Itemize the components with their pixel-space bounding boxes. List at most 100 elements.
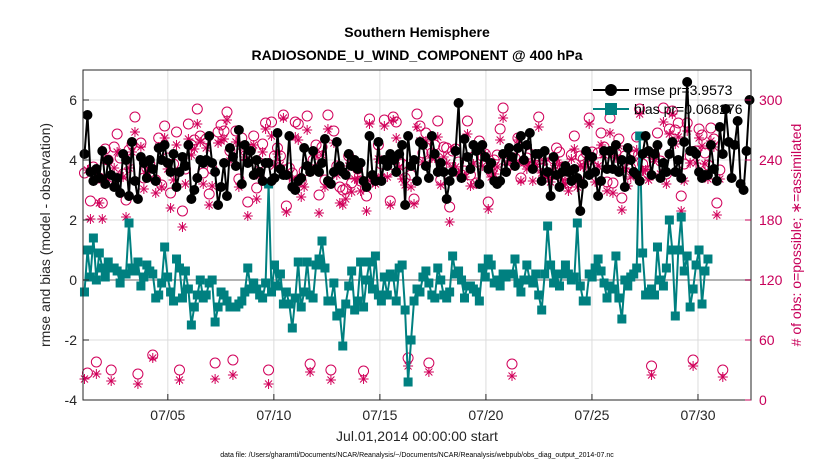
asterisk-stroke [297,193,306,201]
rmse-marker [575,206,586,216]
bias-marker [513,278,523,288]
bias-marker [275,269,285,279]
bias-marker [115,278,125,288]
rmse-marker [664,149,675,159]
chart-title-line1: Southern Hemisphere [344,24,490,40]
bias-marker [391,296,401,306]
bias-marker [474,296,484,306]
bias-marker [543,221,553,231]
bias-marker [531,269,541,279]
rmse-marker [394,149,405,159]
rmse-marker [652,140,663,150]
asterisk-stroke [211,375,219,383]
asterisk-stroke [160,134,169,142]
possible-obs-marker [242,196,254,208]
rmse-marker [257,176,268,186]
asterisk-stroke [365,120,374,128]
bias-marker [534,290,544,300]
rmse-marker [112,173,123,183]
bias-marker [344,281,354,291]
assimilated-obs-marker [305,367,316,377]
bias-marker [356,257,366,267]
possible-obs-marker [292,118,304,130]
asterisk-stroke [261,125,270,133]
possible-obs-marker [90,356,102,368]
bias-marker [611,251,621,261]
rmse-marker [512,143,523,153]
asterisk-stroke [243,212,252,220]
rmse-marker [509,161,520,171]
asterisk-stroke [175,376,184,384]
bias-marker [130,266,140,276]
bias-marker [655,275,665,285]
rmse-marker [290,185,301,195]
asterisk-stroke [534,123,543,131]
assimilated-obs-marker [346,187,357,197]
bias-marker [593,254,603,264]
x-axis-ticks: 07/05 07/10 07/15 07/20 07/25 07/30 [150,394,716,423]
assimilated-obs-marker [106,376,117,386]
possible-obs-marker [81,367,93,379]
rmse-marker [714,122,725,132]
assimilated-obs-marker [391,133,402,143]
bias-marker [433,263,443,273]
rmse-marker [453,98,464,108]
asterisk-stroke [95,199,104,207]
assimilated-obs-marker [195,137,206,147]
rmse-marker [691,149,702,159]
bias-marker [172,254,182,264]
rmse-marker [593,191,604,201]
rmse-marker [400,200,411,210]
assimilated-obs-marker [379,121,390,131]
asterisk-stroke [567,155,576,163]
asterisk-stroke [151,189,160,197]
assimilated-obs-marker [147,353,158,363]
asterisk-stroke [603,187,611,195]
assimilated-obs-marker [94,198,105,208]
bias-marker [269,260,279,270]
assimilated-obs-marker [91,369,102,379]
assimilated-obs-marker [664,129,675,139]
bias-marker [510,254,520,264]
rmse-marker [658,158,669,168]
asterisk-stroke [617,206,626,214]
bias-marker [703,254,713,264]
asterisk-stroke [517,177,525,185]
bias-marker [195,275,205,285]
bias-marker [373,290,383,300]
rmse-marker [233,125,244,135]
rmse-marker [524,128,535,138]
assimilated-obs-marker [216,136,227,146]
bias-marker [483,254,493,264]
assimilated-obs-marker [483,204,494,214]
bias-marker [620,275,630,285]
rmse-marker [477,140,488,150]
bias-marker [460,293,470,303]
asterisk-stroke [98,215,107,223]
bias-marker [364,257,374,267]
possible-obs-marker [227,354,239,366]
rmse-marker [554,182,565,192]
assimilated-obs-marker [180,179,191,189]
asterisk-stroke [641,166,650,174]
assimilated-obs-marker [340,194,351,204]
assimilated-obs-marker [658,117,669,127]
bias-marker [667,245,677,255]
rmse-marker [429,149,440,159]
rmse-marker [355,158,366,168]
assimilated-obs-marker [412,122,422,132]
asterisk-stroke [718,373,727,381]
bias-marker [142,260,152,270]
bias-marker [249,278,259,288]
possible-obs-marker [568,130,580,142]
bias-marker [359,302,369,312]
rmse-marker [403,131,414,141]
rmse-marker [456,173,467,183]
rmse-marker [213,200,224,210]
bias-marker [388,272,398,282]
bias-marker [133,257,143,267]
bias-marker [237,296,247,306]
rmse-marker [515,131,526,141]
bias-marker [376,296,386,306]
y-right-tick-label: 0 [759,392,767,408]
